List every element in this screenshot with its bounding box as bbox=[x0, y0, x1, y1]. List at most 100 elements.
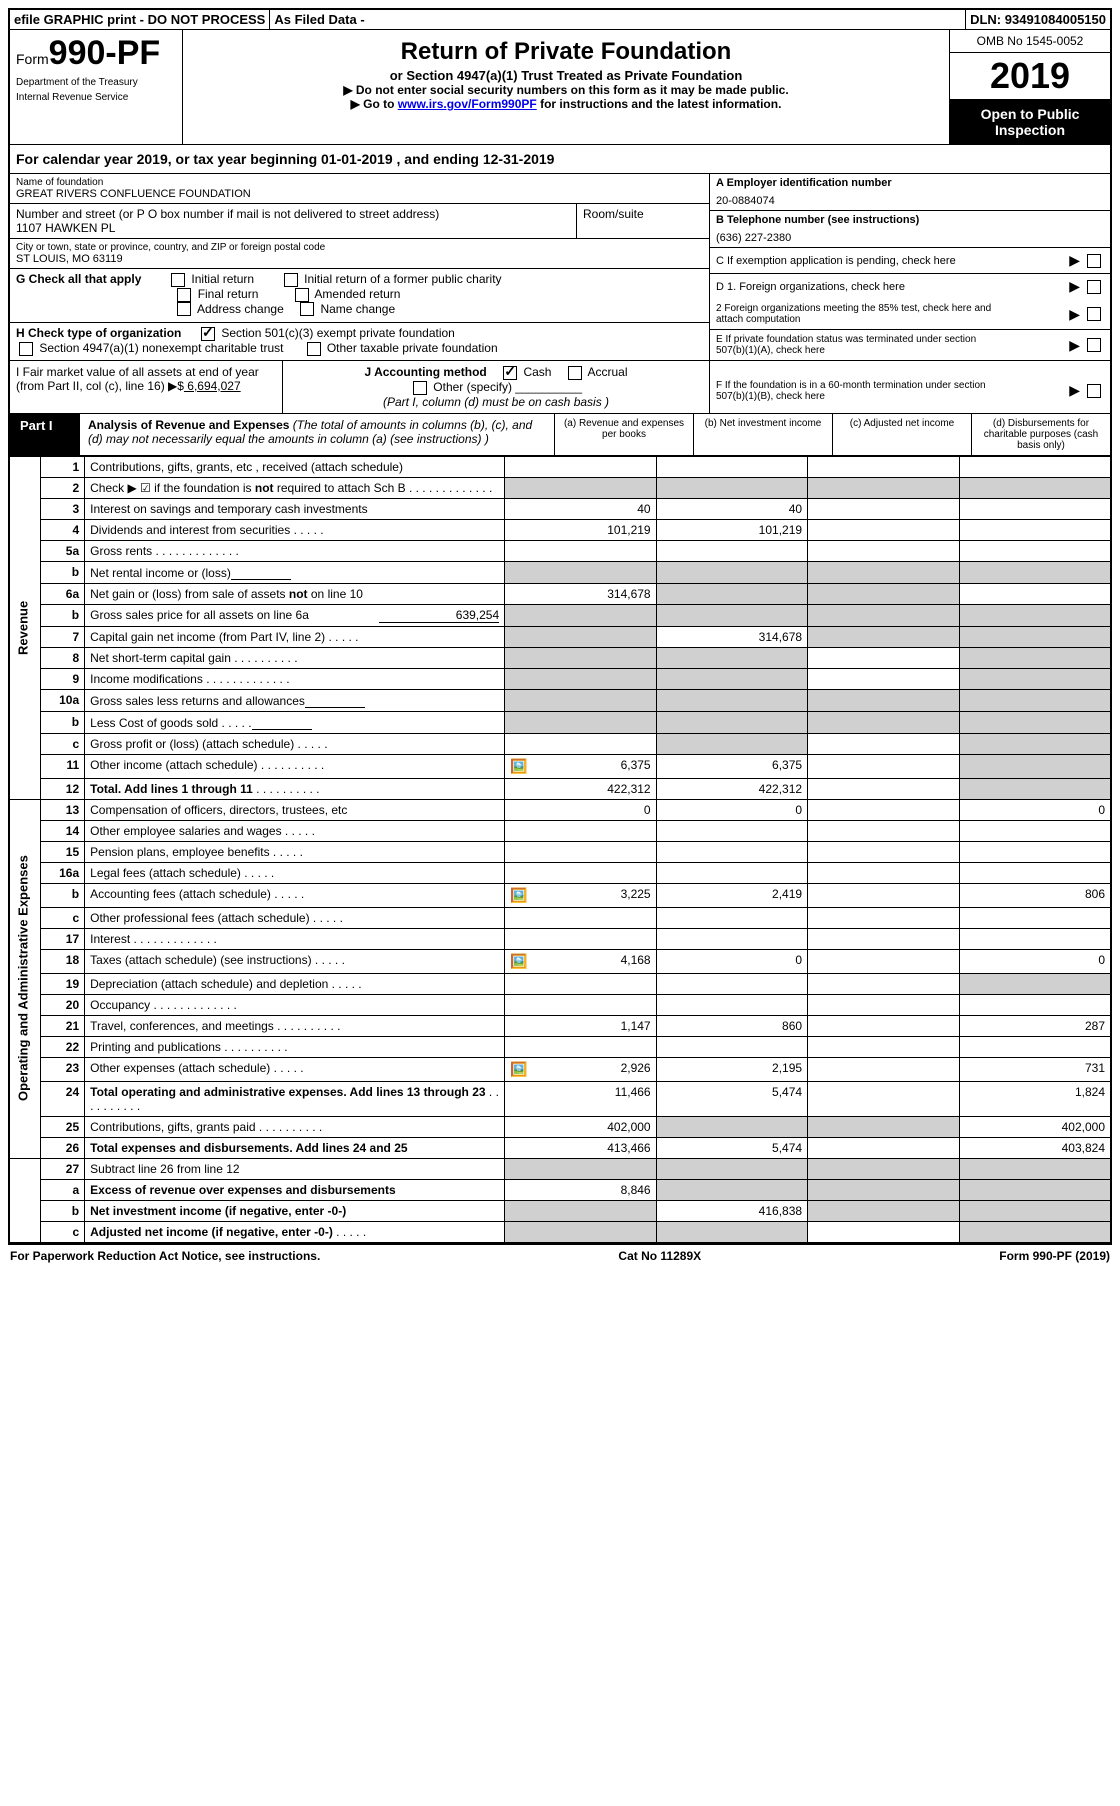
final-return-checkbox[interactable] bbox=[177, 288, 191, 302]
amount-cell bbox=[808, 583, 959, 604]
info-left-column: Name of foundation GREAT RIVERS CONFLUEN… bbox=[10, 174, 709, 360]
box-d2: 2 Foreign organizations meeting the 85% … bbox=[710, 299, 1110, 330]
accrual-checkbox[interactable] bbox=[568, 366, 582, 380]
line-number: b bbox=[41, 711, 85, 733]
line-description: Check ▶ ☑ if the foundation is not requi… bbox=[85, 477, 505, 498]
line-number: 6a bbox=[41, 583, 85, 604]
line-number: 20 bbox=[41, 994, 85, 1015]
line-number: 5a bbox=[41, 540, 85, 561]
line-description: Gross profit or (loss) (attach schedule) bbox=[85, 733, 505, 754]
line-description: Depreciation (attach schedule) and deple… bbox=[85, 973, 505, 994]
line-number: 1 bbox=[41, 456, 85, 477]
amount-cell bbox=[656, 711, 807, 733]
foreign-org-checkbox[interactable] bbox=[1087, 280, 1101, 294]
amount-cell bbox=[959, 498, 1110, 519]
attachment-icon[interactable]: 🖼️ bbox=[510, 887, 527, 904]
amount-cell bbox=[959, 973, 1110, 994]
amount-cell bbox=[808, 498, 959, 519]
amount-cell bbox=[959, 626, 1110, 647]
amount-cell bbox=[656, 668, 807, 689]
table-row: 9Income modifications bbox=[10, 668, 1110, 689]
table-row: 16aLegal fees (attach schedule) bbox=[10, 862, 1110, 883]
amount-cell: 416,838 bbox=[656, 1200, 807, 1221]
irs-link[interactable]: www.irs.gov/Form990PF bbox=[398, 97, 537, 111]
table-row: cOther professional fees (attach schedul… bbox=[10, 907, 1110, 928]
attachment-icon[interactable]: 🖼️ bbox=[510, 758, 527, 775]
attachment-icon[interactable]: 🖼️ bbox=[510, 953, 527, 970]
amount-cell bbox=[656, 733, 807, 754]
other-method-checkbox[interactable] bbox=[413, 381, 427, 395]
irs-label: Internal Revenue Service bbox=[16, 92, 176, 103]
line-number: 25 bbox=[41, 1116, 85, 1137]
amount-cell: 806 bbox=[959, 883, 1110, 907]
line-number: 3 bbox=[41, 498, 85, 519]
line-number: 11 bbox=[41, 754, 85, 778]
part-1-label: Part I bbox=[10, 414, 80, 455]
goto-link-row: ▶ Go to www.irs.gov/Form990PF for instru… bbox=[189, 97, 943, 111]
amount-cell: 314,678 bbox=[656, 626, 807, 647]
4947a1-checkbox[interactable] bbox=[19, 342, 33, 356]
amended-return-checkbox[interactable] bbox=[295, 288, 309, 302]
foreign-85-checkbox[interactable] bbox=[1087, 307, 1101, 321]
ssn-warning: ▶ Do not enter social security numbers o… bbox=[189, 83, 943, 97]
line-description: Dividends and interest from securities bbox=[85, 519, 505, 540]
line-description: Interest on savings and temporary cash i… bbox=[85, 498, 505, 519]
tail-side-spacer bbox=[10, 1158, 41, 1242]
cash-checkbox[interactable] bbox=[503, 366, 517, 380]
60-month-checkbox[interactable] bbox=[1087, 384, 1101, 398]
table-row: 12Total. Add lines 1 through 11422,31242… bbox=[10, 778, 1110, 799]
line-number: 7 bbox=[41, 626, 85, 647]
status-terminated-checkbox[interactable] bbox=[1087, 338, 1101, 352]
amount-cell bbox=[656, 994, 807, 1015]
amount-cell: 0 bbox=[656, 949, 807, 973]
amount-cell bbox=[656, 561, 807, 583]
amount-cell bbox=[959, 907, 1110, 928]
amount-cell: 287 bbox=[959, 1015, 1110, 1036]
line-description: Other expenses (attach schedule) bbox=[85, 1057, 505, 1081]
foundation-info-grid: Name of foundation GREAT RIVERS CONFLUEN… bbox=[10, 174, 1110, 361]
dln: DLN: 93491084005150 bbox=[966, 10, 1110, 29]
501c3-checkbox[interactable] bbox=[201, 327, 215, 341]
form-title: Return of Private Foundation bbox=[189, 38, 943, 66]
amount-cell bbox=[959, 711, 1110, 733]
amount-cell: 11,466 bbox=[505, 1081, 656, 1116]
amount-cell bbox=[808, 1221, 959, 1242]
other-taxable-checkbox[interactable] bbox=[307, 342, 321, 356]
amount-cell: 413,466 bbox=[505, 1137, 656, 1158]
line-number: 17 bbox=[41, 928, 85, 949]
amount-cell bbox=[808, 1137, 959, 1158]
amount-cell: 402,000 bbox=[505, 1116, 656, 1137]
initial-return-checkbox[interactable] bbox=[171, 273, 185, 287]
amount-cell: 🖼️4,168 bbox=[505, 949, 656, 973]
table-row: 22Printing and publications bbox=[10, 1036, 1110, 1057]
table-row: 17Interest bbox=[10, 928, 1110, 949]
amount-cell: 422,312 bbox=[656, 778, 807, 799]
amount-cell bbox=[656, 689, 807, 711]
form-footer-label: Form 990-PF (2019) bbox=[999, 1249, 1110, 1263]
name-change-checkbox[interactable] bbox=[300, 302, 314, 316]
line-description: Adjusted net income (if negative, enter … bbox=[85, 1221, 505, 1242]
address-change-checkbox[interactable] bbox=[177, 302, 191, 316]
amount-cell: 101,219 bbox=[656, 519, 807, 540]
line-description: Printing and publications bbox=[85, 1036, 505, 1057]
amount-cell bbox=[959, 1179, 1110, 1200]
amount-cell bbox=[808, 907, 959, 928]
amount-cell bbox=[505, 1158, 656, 1179]
part-1-desc: Analysis of Revenue and Expenses (The to… bbox=[80, 414, 555, 455]
table-row: 26Total expenses and disbursements. Add … bbox=[10, 1137, 1110, 1158]
exemption-pending-checkbox[interactable] bbox=[1087, 254, 1101, 268]
revenue-side-label: Revenue bbox=[10, 456, 41, 799]
initial-former-checkbox[interactable] bbox=[284, 273, 298, 287]
attachment-icon[interactable]: 🖼️ bbox=[510, 1061, 527, 1078]
header: Form990-PF Department of the Treasury In… bbox=[10, 30, 1110, 145]
amount-cell: 0 bbox=[959, 949, 1110, 973]
line-description: Excess of revenue over expenses and disb… bbox=[85, 1179, 505, 1200]
table-row: aExcess of revenue over expenses and dis… bbox=[10, 1179, 1110, 1200]
foundation-name-cell: Name of foundation GREAT RIVERS CONFLUEN… bbox=[10, 174, 709, 204]
line-number: c bbox=[41, 1221, 85, 1242]
amount-cell bbox=[656, 820, 807, 841]
table-row: 7Capital gain net income (from Part IV, … bbox=[10, 626, 1110, 647]
amount-cell bbox=[808, 626, 959, 647]
col-c-header: (c) Adjusted net income bbox=[833, 414, 972, 455]
table-row: bAccounting fees (attach schedule)🖼️3,22… bbox=[10, 883, 1110, 907]
